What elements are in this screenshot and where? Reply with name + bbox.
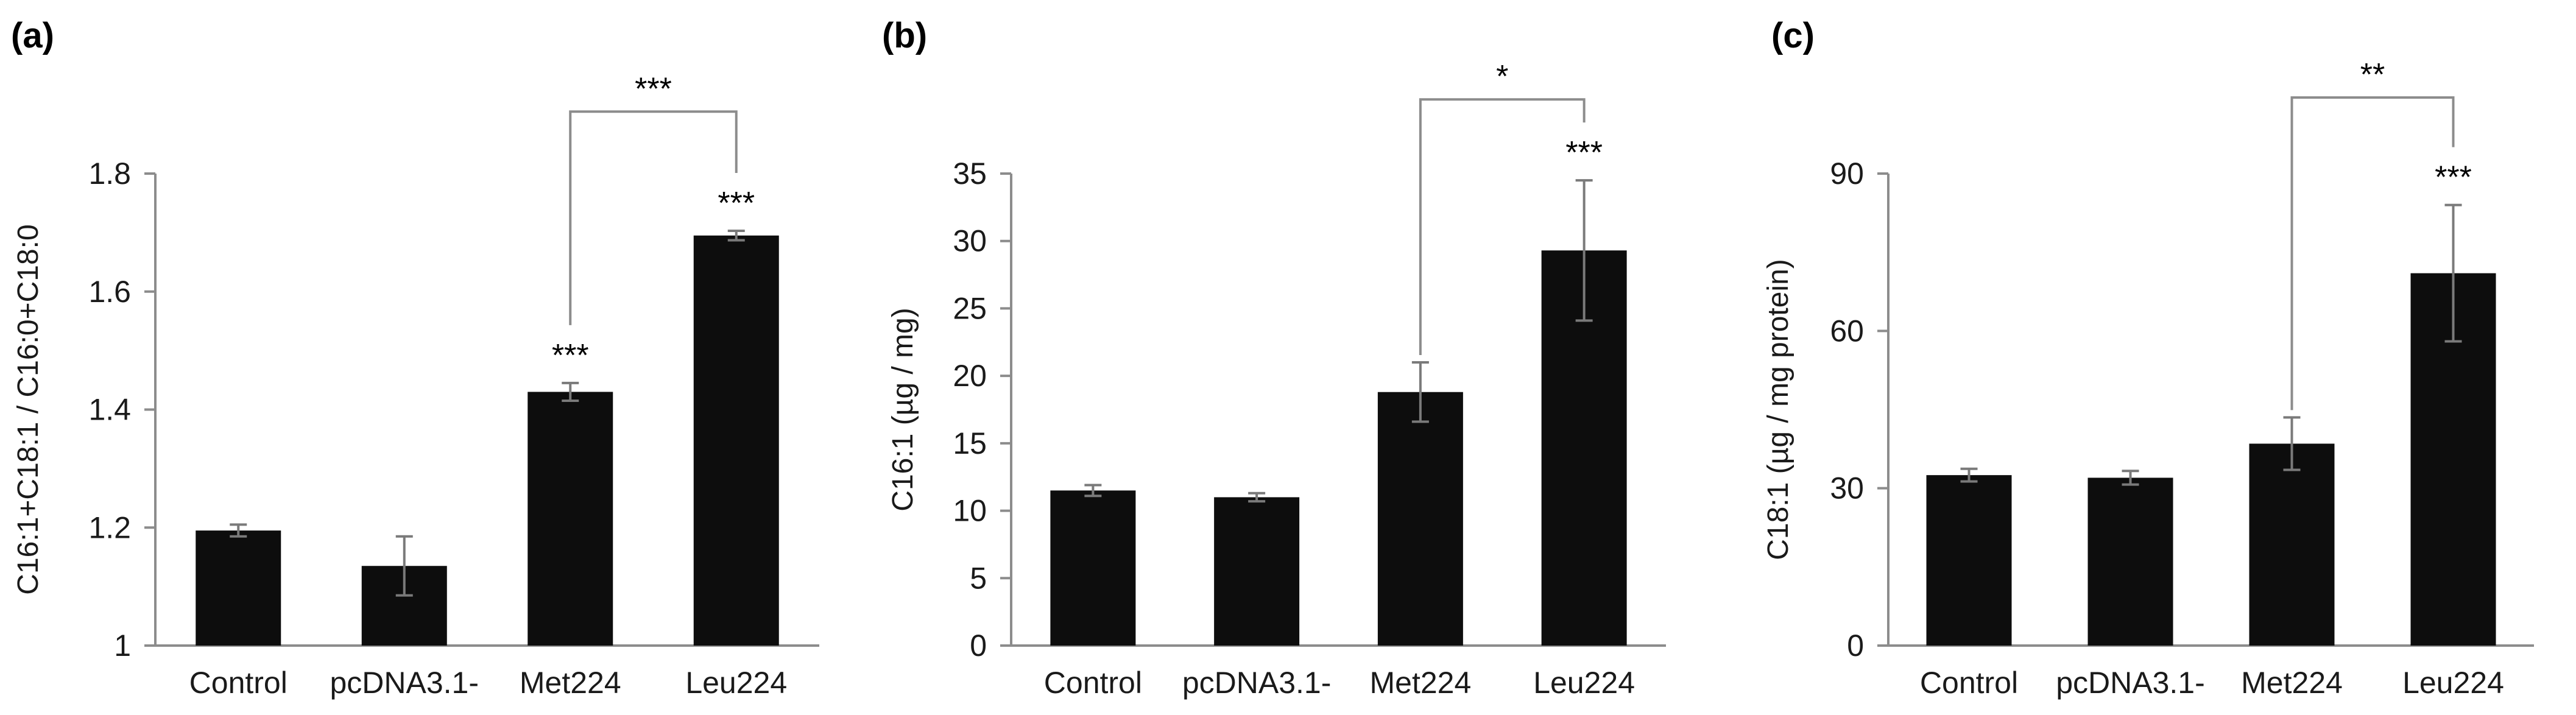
bar-control — [1926, 475, 2012, 646]
bar-pcdna3-1 — [2087, 477, 2173, 646]
significance-label: *** — [718, 186, 755, 221]
x-tick-label: Leu224 — [685, 666, 787, 700]
y-tick-label: 1.2 — [88, 510, 131, 544]
y-tick-label: 1.4 — [88, 393, 131, 427]
y-tick-label: 0 — [1847, 629, 1864, 663]
x-tick-label: Met224 — [520, 666, 621, 700]
x-tick-label: Leu224 — [2402, 666, 2504, 700]
x-tick-label: pcDNA3.1- — [330, 666, 479, 700]
bar-pcdna3-1 — [1214, 497, 1300, 646]
y-tick-label: 1 — [114, 629, 131, 663]
bar-met224 — [528, 392, 613, 646]
bar-met224 — [1377, 392, 1463, 646]
y-tick-label: 35 — [953, 157, 987, 191]
y-tick-label: 0 — [970, 629, 987, 663]
y-tick-label: 60 — [1830, 314, 1864, 348]
x-tick-label: Control — [1044, 666, 1142, 700]
y-tick-label: 1.8 — [88, 157, 131, 191]
comparison-significance-label: ** — [2360, 57, 2385, 93]
y-tick-label: 5 — [970, 561, 987, 595]
bar-control — [1050, 490, 1136, 646]
y-tick-label: 1.6 — [88, 275, 131, 309]
x-tick-label: Control — [189, 666, 288, 700]
comparison-bracket — [1419, 98, 1586, 355]
y-tick-label: 30 — [953, 224, 987, 258]
x-tick-label: pcDNA3.1- — [1182, 666, 1332, 700]
chart-panel-2: (b) C16:1 (µg / mg) 0 5 10 15 20 25 30 35 Control p… — [882, 16, 1666, 700]
significance-label: *** — [1565, 135, 1603, 171]
panel-label: (a) — [11, 16, 54, 55]
bar-control — [196, 530, 281, 646]
chart-panel-3: (c) C18:1 (µg / mg protein) 0 30 60 90 Control… — [1762, 16, 2534, 700]
bar-leu224 — [693, 235, 779, 646]
y-axis-label: C16:1+C18:1 / C16:0+C18:0 — [12, 224, 44, 594]
y-tick-label: 20 — [953, 359, 987, 393]
comparison-bracket — [569, 110, 738, 325]
y-tick-label: 30 — [1830, 471, 1864, 505]
x-tick-label: Met224 — [2241, 666, 2343, 700]
significance-label: *** — [2435, 160, 2472, 195]
y-tick-label: 25 — [953, 291, 987, 325]
chart-panel-1: (a) C16:1+C18:1 / C16:0+C18:0 1 1.2 1.4 1.6 1.… — [11, 16, 819, 700]
panel-label: (b) — [882, 16, 927, 55]
comparison-significance-label: *** — [635, 71, 672, 107]
x-tick-label: Control — [1920, 666, 2018, 700]
comparison-bracket — [2290, 96, 2455, 410]
y-tick-label: 10 — [953, 494, 987, 528]
x-tick-label: pcDNA3.1- — [2056, 666, 2205, 700]
y-axis-label: C18:1 (µg / mg protein) — [1762, 259, 1794, 560]
x-tick-label: Leu224 — [1533, 666, 1635, 700]
y-tick-label: 90 — [1830, 157, 1864, 191]
comparison-significance-label: * — [1496, 59, 1508, 94]
significance-label: *** — [552, 338, 589, 373]
x-tick-label: Met224 — [1369, 666, 1471, 700]
y-tick-label: 15 — [953, 426, 987, 460]
panel-label: (c) — [1771, 16, 1815, 55]
bar-met224 — [2249, 443, 2335, 646]
y-axis-label: C16:1 (µg / mg) — [887, 308, 919, 511]
